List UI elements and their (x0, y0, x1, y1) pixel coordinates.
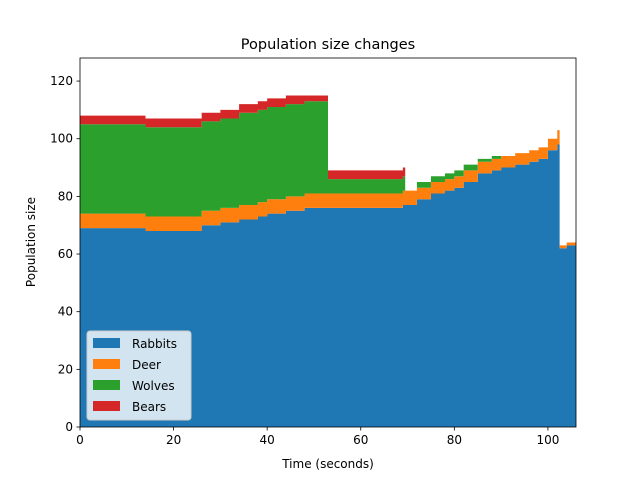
x-tick-label: 100 (536, 433, 559, 447)
y-axis-label: Population size (24, 197, 38, 287)
area-rabbits (80, 144, 576, 427)
chart-title: Population size changes (241, 37, 415, 53)
x-tick-label: 40 (260, 433, 275, 447)
y-tick-label: 40 (58, 305, 73, 319)
y-tick-label: 120 (50, 74, 73, 88)
y-axis-ticks: 0 20 40 60 80 100 120 (50, 74, 80, 434)
legend-label-deer: Deer (132, 358, 161, 372)
legend-swatch-bears (93, 401, 120, 411)
x-axis-label: Time (seconds) (281, 457, 374, 471)
legend-box (86, 330, 192, 421)
legend-swatch-rabbits (93, 338, 120, 348)
x-tick-label: 80 (447, 433, 462, 447)
legend-swatch-wolves (93, 380, 120, 390)
area-layers (80, 95, 576, 427)
area-bears (80, 95, 576, 246)
x-tick-label: 20 (166, 433, 181, 447)
legend-swatch-deer (93, 359, 120, 369)
legend-label-rabbits: Rabbits (132, 337, 177, 351)
y-tick-label: 20 (58, 362, 73, 376)
x-tick-label: 0 (76, 433, 84, 447)
y-tick-label: 60 (58, 247, 73, 261)
legend-label-bears: Bears (132, 400, 166, 414)
x-axis-ticks: 0 20 40 60 80 100 (76, 427, 559, 447)
legend: Rabbits Deer Wolves Bears (86, 330, 192, 421)
y-tick-label: 100 (50, 132, 73, 146)
x-tick-label: 60 (353, 433, 368, 447)
y-tick-label: 80 (58, 189, 73, 203)
area-deer (80, 130, 576, 249)
plot-frame (79, 57, 577, 428)
y-tick-label: 0 (65, 420, 73, 434)
legend-label-wolves: Wolves (132, 379, 175, 393)
